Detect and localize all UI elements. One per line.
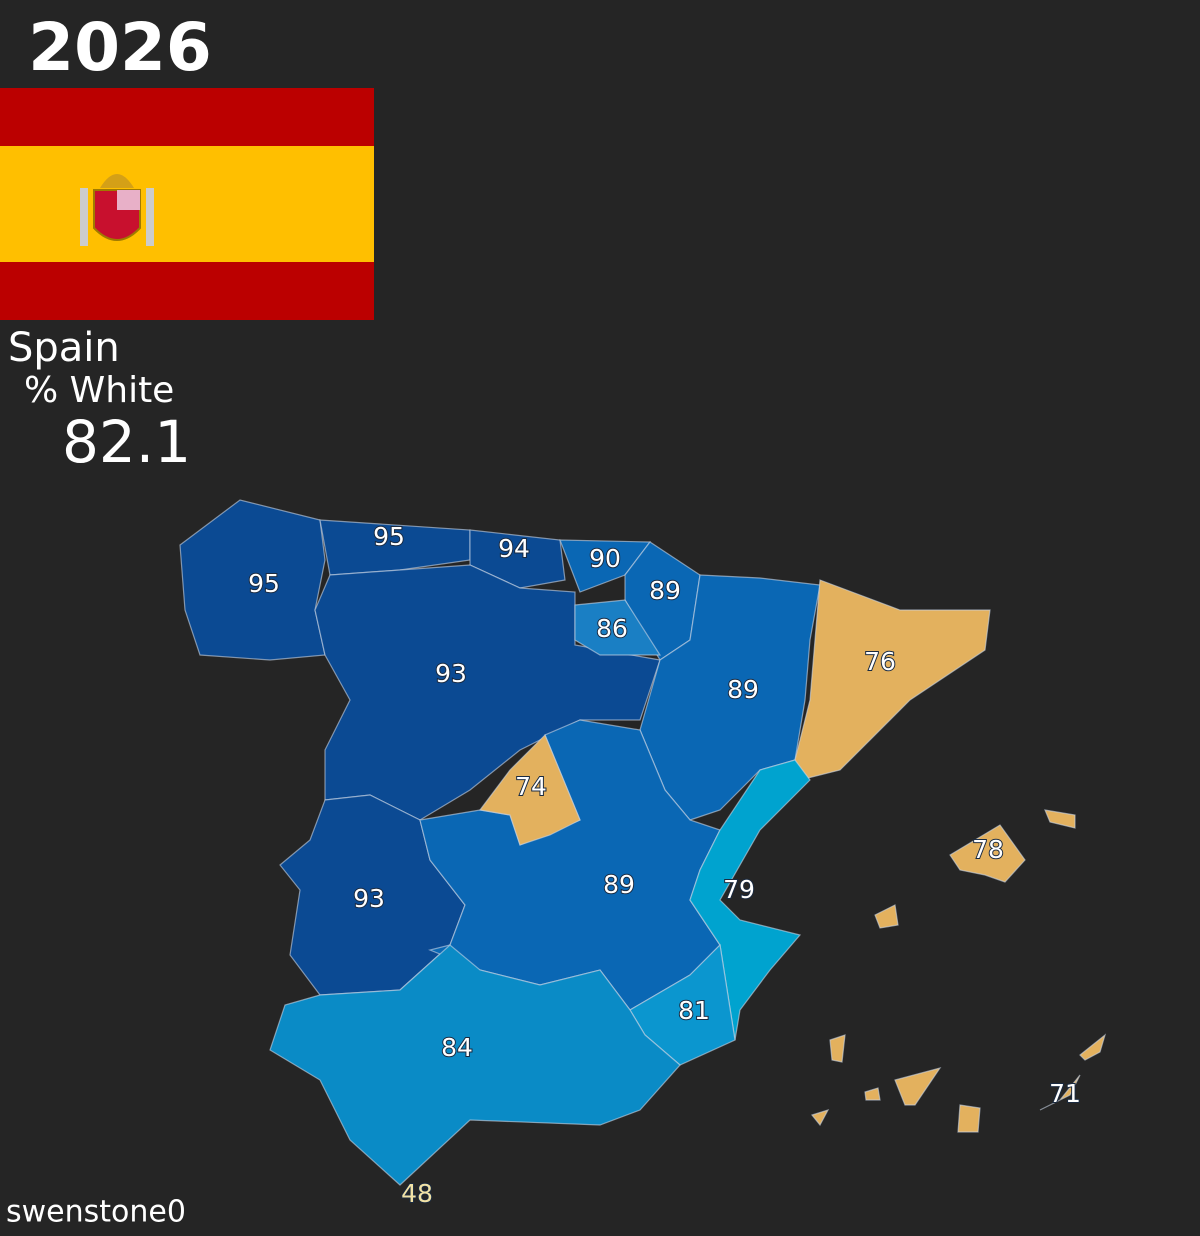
credit: swenstone0 — [6, 1195, 186, 1230]
region-label: 93 — [353, 884, 385, 913]
region — [1044, 809, 1076, 829]
region-label: 79 — [723, 875, 755, 904]
region-labels: 95 95 94 90 89 86 93 89 76 74 93 89 79 7… — [247, 521, 1082, 1209]
region-label: 81 — [678, 996, 710, 1025]
region — [794, 579, 991, 781]
region — [1079, 1033, 1107, 1061]
region — [829, 1034, 846, 1063]
region — [810, 1108, 830, 1127]
region — [874, 904, 899, 929]
metric: % White — [24, 370, 174, 411]
region-label: 76 — [864, 647, 896, 676]
region-label: 95 — [248, 569, 280, 598]
region — [319, 519, 471, 576]
region-label: 74 — [515, 772, 547, 801]
year: 2026 — [28, 9, 212, 86]
metric-value: 82.1 — [62, 408, 191, 476]
region — [269, 944, 681, 1186]
regions — [179, 499, 1107, 1186]
region — [469, 529, 566, 589]
region — [574, 599, 662, 656]
region — [957, 1104, 981, 1133]
region — [864, 1087, 881, 1101]
region — [949, 824, 1026, 883]
country: Spain — [8, 325, 120, 371]
region — [689, 759, 811, 1041]
region-label: 48 — [401, 1179, 433, 1208]
region — [478, 733, 581, 846]
flag — [0, 88, 374, 320]
region — [314, 564, 661, 821]
region-label: 89 — [603, 870, 635, 899]
region-label: 90 — [589, 544, 621, 573]
region-label: 95 — [373, 522, 405, 551]
region-label: 84 — [441, 1033, 473, 1062]
region-label: 89 — [649, 576, 681, 605]
region — [894, 1067, 942, 1106]
region-label: 78 — [972, 835, 1004, 864]
region-label: 94 — [498, 534, 530, 563]
region-label: 71 — [1049, 1079, 1081, 1108]
region-label: 93 — [435, 659, 467, 688]
region — [1039, 1074, 1081, 1111]
region-label: 89 — [727, 675, 759, 704]
region-label: 86 — [596, 614, 628, 643]
